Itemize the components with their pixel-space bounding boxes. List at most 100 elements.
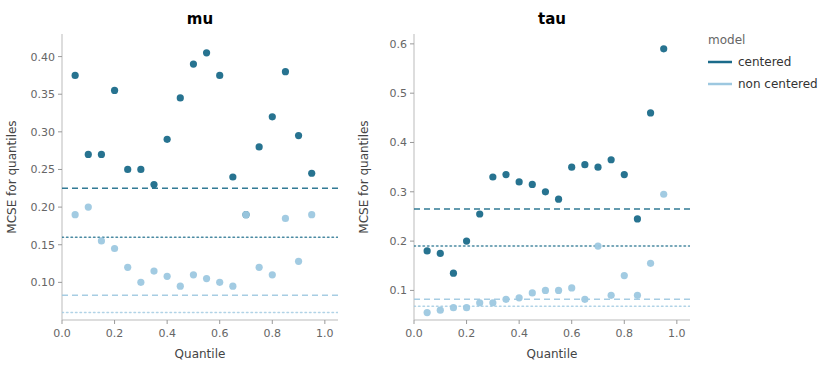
x-tick-label: 0.2 — [458, 327, 476, 340]
legend-label: centered — [738, 55, 791, 69]
data-point — [203, 49, 210, 56]
y-tick-label: 0.30 — [31, 126, 56, 139]
y-tick — [410, 93, 414, 94]
y-tick-label: 0.20 — [31, 201, 56, 214]
legend-title: model — [708, 33, 745, 47]
data-point — [621, 171, 628, 178]
reference-line — [414, 299, 690, 301]
panel: 0.100.150.200.250.300.350.400.00.20.40.6… — [5, 10, 338, 361]
data-point — [72, 72, 79, 79]
data-point — [542, 287, 549, 294]
data-point — [608, 156, 615, 163]
x-tick — [62, 320, 63, 324]
x-tick — [114, 320, 115, 324]
reference-line — [62, 312, 338, 314]
chart-container: 0.100.150.200.250.300.350.400.00.20.40.6… — [0, 0, 831, 379]
data-point — [542, 188, 549, 195]
data-point — [424, 309, 431, 316]
legend-label: non centered — [738, 77, 818, 91]
x-tick-label: 1.0 — [316, 327, 334, 340]
data-point — [269, 113, 276, 120]
data-point — [647, 109, 654, 116]
y-tick — [58, 282, 62, 283]
reference-line — [414, 245, 690, 247]
data-point — [85, 151, 92, 158]
y-axis-label: MCSE for quantiles — [5, 120, 19, 233]
plot-area — [62, 34, 338, 320]
data-point — [634, 215, 641, 222]
x-tick — [571, 320, 572, 324]
x-tick — [414, 320, 415, 324]
data-point — [124, 264, 131, 271]
x-tick — [519, 320, 520, 324]
panel: 0.10.20.30.40.50.60.00.20.40.60.81.0tauQ… — [357, 10, 690, 361]
x-axis-label: Quantile — [527, 347, 578, 361]
y-tick — [410, 43, 414, 44]
x-tick — [324, 320, 325, 324]
y-tick — [58, 169, 62, 170]
data-point — [489, 299, 496, 306]
x-axis-line — [414, 320, 690, 321]
x-tick-label: 0.4 — [158, 327, 176, 340]
data-point — [308, 211, 315, 218]
data-point — [229, 283, 236, 290]
plot-area — [414, 34, 690, 320]
legend-swatch — [708, 83, 732, 86]
y-tick-label: 0.3 — [390, 186, 408, 199]
data-point — [137, 279, 144, 286]
data-point — [164, 136, 171, 143]
data-point — [437, 250, 444, 257]
data-point — [203, 275, 210, 282]
data-point — [568, 284, 575, 291]
data-point — [216, 72, 223, 79]
data-point — [450, 270, 457, 277]
data-point — [647, 260, 654, 267]
y-tick-label: 0.25 — [31, 163, 56, 176]
x-tick-label: 0.6 — [211, 327, 229, 340]
data-point — [242, 211, 249, 218]
data-point — [150, 181, 157, 188]
x-tick — [624, 320, 625, 324]
y-tick — [410, 241, 414, 242]
y-tick-label: 0.35 — [31, 88, 56, 101]
data-point — [634, 292, 641, 299]
data-point — [150, 267, 157, 274]
data-point — [568, 164, 575, 171]
data-point — [476, 299, 483, 306]
y-tick — [58, 94, 62, 95]
y-tick-label: 0.10 — [31, 276, 56, 289]
data-point — [463, 304, 470, 311]
data-point — [621, 272, 628, 279]
data-point — [581, 296, 588, 303]
data-point — [660, 191, 667, 198]
data-point — [463, 238, 470, 245]
data-point — [137, 166, 144, 173]
x-tick-label: 0.8 — [616, 327, 634, 340]
data-point — [256, 143, 263, 150]
data-point — [269, 271, 276, 278]
y-tick — [58, 244, 62, 245]
data-point — [437, 307, 444, 314]
data-point — [177, 94, 184, 101]
data-point — [216, 279, 223, 286]
y-tick-label: 0.5 — [390, 87, 408, 100]
x-tick-label: 0.4 — [510, 327, 528, 340]
y-tick-label: 0.2 — [390, 235, 408, 248]
background — [0, 0, 831, 379]
data-point — [516, 294, 523, 301]
data-point — [98, 151, 105, 158]
x-tick-label: 0.0 — [405, 327, 423, 340]
x-tick-label: 0.8 — [264, 327, 282, 340]
data-point — [256, 264, 263, 271]
x-axis-label: Quantile — [175, 347, 226, 361]
x-tick — [219, 320, 220, 324]
data-point — [85, 204, 92, 211]
x-tick-label: 0.2 — [106, 327, 124, 340]
y-tick — [58, 131, 62, 132]
y-axis-line — [62, 34, 63, 320]
y-tick — [410, 290, 414, 291]
reference-line — [414, 208, 690, 210]
data-point — [594, 164, 601, 171]
data-point — [424, 247, 431, 254]
data-point — [190, 61, 197, 68]
